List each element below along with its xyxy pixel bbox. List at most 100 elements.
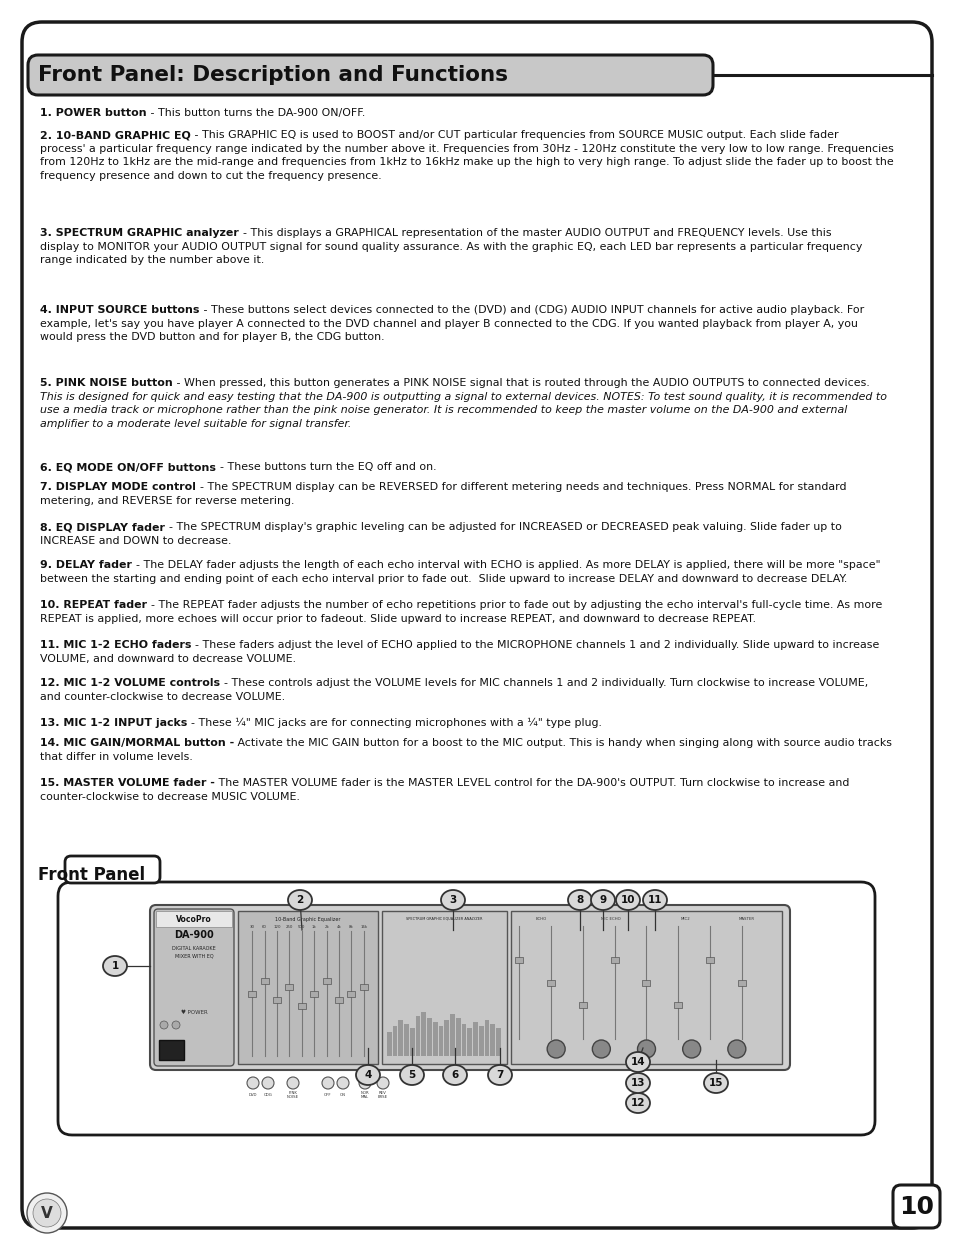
- Circle shape: [172, 1021, 180, 1029]
- Text: 7: 7: [496, 1070, 503, 1080]
- Text: 13: 13: [630, 1078, 644, 1088]
- Text: 5. PINK NOISE button: 5. PINK NOISE button: [40, 378, 172, 388]
- Text: 15: 15: [708, 1078, 722, 1088]
- Bar: [297, 1003, 306, 1009]
- Text: metering, and REVERSE for reverse metering.: metering, and REVERSE for reverse meteri…: [40, 496, 294, 506]
- Bar: [546, 979, 555, 986]
- Text: 15. MASTER VOLUME fader -: 15. MASTER VOLUME fader -: [40, 778, 214, 788]
- Text: REPEAT is applied, more echoes will occur prior to fadeout. Slide upward to incr: REPEAT is applied, more echoes will occu…: [40, 614, 755, 624]
- Bar: [260, 978, 269, 984]
- Bar: [473, 1023, 477, 1057]
- Text: 12. MIC 1-2 VOLUME controls: 12. MIC 1-2 VOLUME controls: [40, 677, 224, 687]
- Text: ON: ON: [339, 1093, 346, 1098]
- Text: 6. EQ MODE ON/OFF buttons: 6. EQ MODE ON/OFF buttons: [40, 462, 219, 472]
- Text: MIC ECHO: MIC ECHO: [600, 917, 620, 921]
- Text: 4. INPUT SOURCE buttons: 4. INPUT SOURCE buttons: [40, 305, 199, 314]
- Ellipse shape: [703, 1073, 727, 1093]
- Text: REV
ERSE: REV ERSE: [377, 1090, 388, 1099]
- Bar: [490, 1024, 495, 1057]
- Text: 3: 3: [449, 895, 456, 905]
- Text: Front Panel: Front Panel: [38, 866, 145, 884]
- Text: from 120Hz to 1kHz are the mid-range and frequencies from 1kHz to 16kHz make up : from 120Hz to 1kHz are the mid-range and…: [40, 157, 893, 167]
- Bar: [159, 1040, 184, 1060]
- Text: - The SPECTRUM display's graphic leveling can be adjusted for INCREASED or DECRE: - The SPECTRUM display's graphic levelin…: [169, 522, 841, 532]
- Text: OFF: OFF: [324, 1093, 332, 1098]
- Text: This is designed for quick and easy testing that the DA-900 is outputting a sign: This is designed for quick and easy test…: [40, 392, 886, 401]
- Bar: [450, 1014, 455, 1057]
- Text: use a media track or microphone rather than the pink noise generator. It is reco: use a media track or microphone rather t…: [40, 405, 846, 415]
- Text: 6: 6: [451, 1070, 458, 1080]
- Circle shape: [33, 1199, 61, 1227]
- Text: VOLUME, and downward to decrease VOLUME.: VOLUME, and downward to decrease VOLUME.: [40, 654, 295, 664]
- Circle shape: [160, 1021, 168, 1029]
- Bar: [237, 911, 377, 1064]
- Text: that differ in volume levels.: that differ in volume levels.: [40, 752, 193, 762]
- Text: process' a particular frequency range indicated by the number above it. Frequenc: process' a particular frequency range in…: [40, 143, 893, 153]
- Bar: [738, 979, 745, 986]
- Text: The MASTER VOLUME fader is the MASTER LEVEL control for the DA-900's OUTPUT. Tur: The MASTER VOLUME fader is the MASTER LE…: [214, 778, 848, 788]
- Ellipse shape: [625, 1073, 649, 1093]
- Bar: [322, 978, 331, 984]
- Text: 500: 500: [297, 925, 305, 929]
- Text: MIC2: MIC2: [680, 917, 690, 921]
- Circle shape: [336, 1076, 349, 1089]
- Bar: [438, 1025, 443, 1057]
- Circle shape: [727, 1040, 745, 1058]
- Bar: [511, 911, 781, 1064]
- Bar: [515, 957, 522, 963]
- Text: 10: 10: [620, 895, 635, 905]
- Text: display to MONITOR your AUDIO OUTPUT signal for sound quality assurance. As with: display to MONITOR your AUDIO OUTPUT sig…: [40, 241, 862, 251]
- Text: 3. SPECTRUM GRAPHIC analyzer: 3. SPECTRUM GRAPHIC analyzer: [40, 227, 242, 237]
- Text: - The DELAY fader adjusts the length of each echo interval with ECHO is applied.: - The DELAY fader adjusts the length of …: [135, 561, 880, 571]
- Text: 10-Band Graphic Equalizer: 10-Band Graphic Equalizer: [275, 916, 340, 921]
- Ellipse shape: [625, 1052, 649, 1071]
- Text: PINK
NOISE: PINK NOISE: [287, 1090, 298, 1099]
- Ellipse shape: [625, 1093, 649, 1112]
- Text: 11: 11: [647, 895, 661, 905]
- Text: 8k: 8k: [349, 925, 354, 929]
- Bar: [285, 984, 294, 991]
- Text: SPECTRUM GRAPHIC EQUALIZER ANALYZER: SPECTRUM GRAPHIC EQUALIZER ANALYZER: [406, 916, 482, 920]
- Bar: [387, 1032, 392, 1057]
- Text: 12: 12: [630, 1098, 644, 1108]
- Ellipse shape: [288, 890, 312, 910]
- Circle shape: [637, 1040, 655, 1058]
- FancyBboxPatch shape: [22, 22, 931, 1228]
- Circle shape: [376, 1076, 389, 1089]
- Ellipse shape: [103, 956, 127, 976]
- Text: 2. 10-BAND GRAPHIC EQ: 2. 10-BAND GRAPHIC EQ: [40, 131, 191, 140]
- Ellipse shape: [442, 1065, 467, 1085]
- Text: - This displays a GRAPHICAL representation of the master AUDIO OUTPUT and FREQUE: - This displays a GRAPHICAL representati…: [242, 227, 830, 237]
- Ellipse shape: [616, 890, 639, 910]
- Ellipse shape: [488, 1065, 512, 1085]
- Bar: [347, 991, 355, 997]
- Text: DA-900: DA-900: [174, 930, 213, 940]
- Ellipse shape: [642, 890, 666, 910]
- Text: 8. EQ DISPLAY fader: 8. EQ DISPLAY fader: [40, 522, 169, 532]
- Bar: [478, 1025, 483, 1057]
- Bar: [248, 991, 256, 997]
- Text: - These ¼" MIC jacks are for connecting microphones with a ¼" type plug.: - These ¼" MIC jacks are for connecting …: [191, 718, 601, 728]
- Bar: [456, 1018, 460, 1057]
- Bar: [410, 1028, 415, 1057]
- Text: - These buttons turn the EQ off and on.: - These buttons turn the EQ off and on.: [219, 462, 436, 472]
- Text: ♥ POWER: ♥ POWER: [180, 1011, 207, 1016]
- Text: - These faders adjust the level of ECHO applied to the MICROPHONE channels 1 and: - These faders adjust the level of ECHO …: [195, 640, 879, 650]
- Bar: [610, 957, 618, 963]
- Text: 2k: 2k: [324, 925, 329, 929]
- Text: 10: 10: [898, 1195, 933, 1218]
- Text: 4k: 4k: [336, 925, 341, 929]
- FancyBboxPatch shape: [65, 856, 160, 883]
- Text: 5: 5: [408, 1070, 416, 1080]
- Text: 250: 250: [285, 925, 293, 929]
- Ellipse shape: [399, 1065, 423, 1085]
- Bar: [433, 1023, 437, 1057]
- Bar: [359, 984, 368, 991]
- Text: 9. DELAY fader: 9. DELAY fader: [40, 561, 135, 571]
- Text: 120: 120: [273, 925, 280, 929]
- Text: 14: 14: [630, 1057, 644, 1066]
- Bar: [335, 997, 343, 1003]
- Text: - This button turns the DA-900 ON/OFF.: - This button turns the DA-900 ON/OFF.: [147, 108, 364, 118]
- Bar: [444, 1021, 449, 1057]
- Text: ECHO: ECHO: [535, 917, 546, 921]
